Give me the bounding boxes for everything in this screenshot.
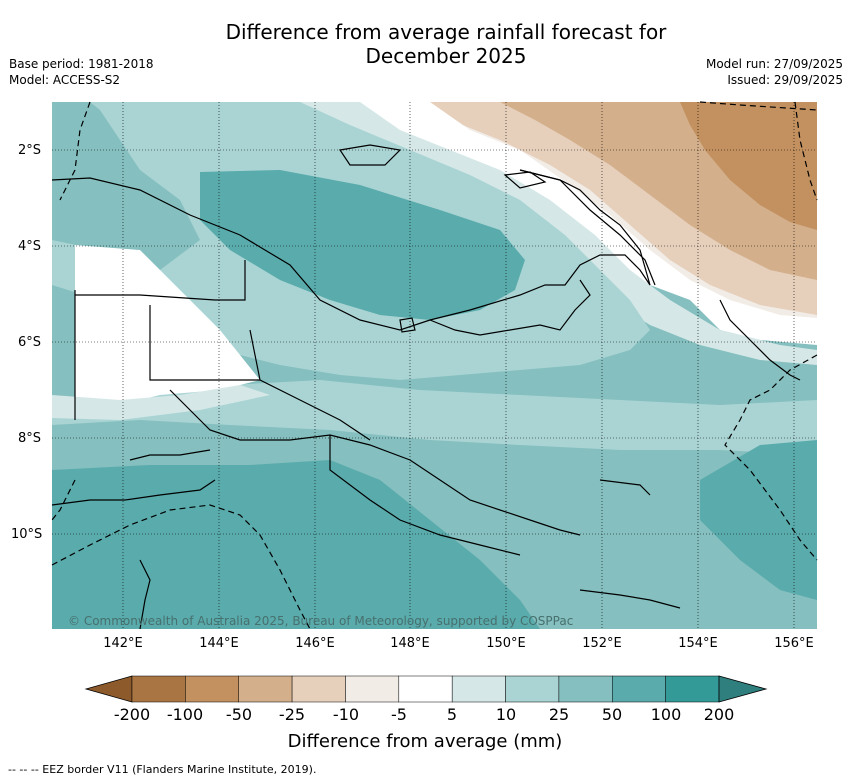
colorbar — [84, 675, 768, 703]
title-line-2: December 2025 — [365, 44, 527, 68]
lon-label-150e: 150°E — [486, 636, 526, 651]
lon-label-146e: 146°E — [295, 636, 335, 651]
colorbar-tick: -200 — [113, 705, 151, 724]
field-50-100-south — [52, 460, 540, 629]
colorbar-tick: 25 — [548, 705, 570, 724]
colorbar-over-arrow — [718, 675, 768, 703]
colorbar-title: Difference from average (mm) — [287, 731, 563, 752]
copyright-notice: © Commonwealth of Australia 2025, Bureau… — [68, 614, 574, 628]
colorbar-segment — [345, 675, 400, 703]
lat-label-2s: 2°S — [18, 143, 42, 158]
field-50-100-core — [200, 170, 525, 320]
base-period: Base period: 1981-2018 — [9, 57, 154, 71]
graticule — [52, 102, 817, 629]
lon-label-142e: 142°E — [103, 636, 143, 651]
lon-label-156e: 156°E — [774, 636, 814, 651]
colorbar-segment — [398, 675, 453, 703]
field-5-10-west — [52, 385, 270, 420]
title-line-1: Difference from average rainfall forecas… — [225, 20, 667, 44]
lat-label-8s: 8°S — [18, 431, 42, 446]
colorbar-under-arrow — [84, 675, 133, 703]
colorbar-segment — [665, 675, 720, 703]
colorbar-tick: 200 — [703, 705, 735, 724]
colorbar-segment — [131, 675, 186, 703]
colorbar-segment — [185, 675, 239, 703]
lat-label-4s: 4°S — [18, 239, 42, 254]
coastlines — [51, 144, 801, 630]
colorbar-segment — [291, 675, 346, 703]
colorbar-segment — [505, 675, 560, 703]
model-name: Model: ACCESS-S2 — [9, 73, 121, 87]
lat-label-10s: 10°S — [11, 527, 43, 542]
lon-label-152e: 152°E — [582, 636, 622, 651]
field-neg-50 — [680, 102, 817, 230]
field-white-west — [75, 245, 260, 405]
lon-label-148e: 148°E — [390, 636, 430, 651]
eez-borders — [51, 101, 818, 630]
model-run: Model run: 27/09/2025 — [705, 57, 843, 71]
field-50-100-southeast — [700, 440, 817, 600]
eez-footnote: -- -- -- EEZ border V11 (Flanders Marine… — [8, 763, 317, 776]
colorbar-segment — [451, 675, 506, 703]
lon-label-144e: 144°E — [199, 636, 239, 651]
colorbar-tick: -50 — [225, 705, 253, 724]
colorbar-tick: 50 — [601, 705, 623, 724]
meta-right: Model run: 27/09/2025 Issued: 29/09/2025 — [706, 56, 843, 88]
colorbar-tick: -10 — [332, 705, 360, 724]
map-title: Difference from average rainfall forecas… — [200, 20, 692, 68]
issued-date: Issued: 29/09/2025 — [727, 73, 843, 87]
lat-label-6s: 6°S — [18, 335, 42, 350]
colorbar-tick: 5 — [446, 705, 458, 724]
colorbar-segment — [612, 675, 666, 703]
colorbar-tick: 10 — [495, 705, 517, 724]
lon-label-154e: 154°E — [678, 636, 718, 651]
colorbar-tick: -25 — [278, 705, 306, 724]
meta-left: Base period: 1981-2018 Model: ACCESS-S2 — [9, 56, 154, 88]
colorbar-segment — [558, 675, 613, 703]
colorbar-segment — [238, 675, 293, 703]
colorbar-tick: -5 — [391, 705, 407, 724]
colorbar-tick: 100 — [650, 705, 682, 724]
colorbar-tick: -100 — [166, 705, 204, 724]
